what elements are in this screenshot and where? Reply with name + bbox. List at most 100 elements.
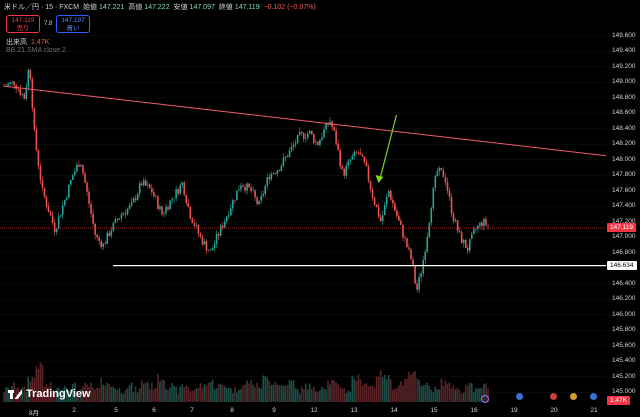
volume-bar xyxy=(157,374,159,402)
candle-body xyxy=(116,219,119,220)
indicator-legend[interactable]: BB 21 SMA close 2 xyxy=(6,47,66,54)
candle-body xyxy=(440,167,443,171)
volume-bar xyxy=(3,392,5,402)
volume-bar xyxy=(179,386,181,402)
volume-bar xyxy=(483,383,485,402)
volume-bar xyxy=(468,382,471,402)
candle-body xyxy=(464,239,467,248)
candle-body xyxy=(161,206,163,215)
candle-body xyxy=(238,189,240,191)
price-tick-label: 148.800 xyxy=(612,93,636,101)
volume-bar xyxy=(195,388,198,402)
volume-bar xyxy=(258,387,260,402)
volume-bar xyxy=(37,368,40,402)
volume-bar xyxy=(242,386,244,402)
candle-body xyxy=(294,143,297,145)
volume-bar xyxy=(98,388,100,402)
volume-bar xyxy=(43,387,46,402)
trendline[interactable] xyxy=(3,85,607,157)
flag-icon[interactable] xyxy=(516,393,523,400)
candle-body xyxy=(45,197,48,207)
volume-bar xyxy=(114,388,117,402)
volume-bar xyxy=(361,385,364,402)
volume-bar xyxy=(41,364,44,402)
volume-bar xyxy=(359,379,362,402)
candle-body xyxy=(136,193,139,200)
volume-bar xyxy=(185,385,188,402)
candle-body xyxy=(428,222,431,238)
candle-body xyxy=(55,228,58,233)
grid-lines xyxy=(0,35,606,393)
volume-bar xyxy=(151,382,153,402)
volume-bar xyxy=(140,380,143,402)
candle-body xyxy=(51,215,54,223)
candle-body xyxy=(456,220,459,231)
time-tick-label: 19 xyxy=(510,407,518,414)
volume-bar xyxy=(244,384,246,402)
candle-body xyxy=(369,180,372,190)
volume-bar xyxy=(138,388,141,402)
candle-body xyxy=(398,215,400,221)
candle-body xyxy=(17,88,19,90)
sell-button[interactable]: 147.119 売り xyxy=(6,15,40,33)
buy-button[interactable]: 147.197 買い xyxy=(56,15,90,33)
candle-body xyxy=(272,173,275,174)
volume-legend[interactable]: 出来高 1.47K xyxy=(6,37,49,47)
candle-body xyxy=(177,189,179,194)
candle-body xyxy=(242,185,244,187)
candle-body xyxy=(215,234,218,244)
volume-bar xyxy=(189,391,192,402)
volume-bar xyxy=(337,383,339,402)
candle-body xyxy=(347,160,350,166)
flag-icon[interactable] xyxy=(570,393,577,400)
volume-bar xyxy=(55,388,58,402)
volume-bar xyxy=(355,380,358,402)
volume-bar xyxy=(325,389,327,402)
candle-body xyxy=(49,212,52,216)
candle-body xyxy=(402,224,404,238)
volume-bar xyxy=(444,380,447,402)
volume-bar xyxy=(120,393,123,402)
candle-body xyxy=(450,196,453,214)
volume-bar xyxy=(197,387,200,402)
candle-body xyxy=(258,200,260,205)
candle-body xyxy=(138,183,141,194)
flag-icon[interactable] xyxy=(550,393,557,400)
candle-body xyxy=(21,94,24,95)
candle-body xyxy=(302,133,305,139)
candle-body xyxy=(246,183,248,191)
candle-body xyxy=(479,222,481,226)
symbol-name[interactable]: 米ドル／円 · 15 · FXCM xyxy=(4,4,80,11)
volume-bar xyxy=(63,386,66,402)
volume-bar xyxy=(35,366,38,402)
volume-bar xyxy=(153,389,155,402)
green-arrow[interactable] xyxy=(375,114,398,183)
candle-body xyxy=(41,180,44,188)
candle-body xyxy=(82,165,84,174)
volume-bar xyxy=(169,387,171,402)
flag-icon[interactable] xyxy=(590,393,597,400)
volume-bar xyxy=(142,383,145,402)
volume-bar xyxy=(61,388,64,402)
volume-bar xyxy=(349,391,352,402)
candle-body xyxy=(416,283,418,290)
volume-bar xyxy=(458,390,461,402)
volume-bar xyxy=(381,377,384,402)
volume-bar xyxy=(487,388,489,402)
candle-body xyxy=(223,221,226,228)
candle-body xyxy=(446,182,449,191)
volume-bar xyxy=(260,388,262,402)
candle-body xyxy=(432,187,435,209)
candle-body xyxy=(195,225,198,226)
candle-body xyxy=(363,156,366,163)
volume-bar xyxy=(272,384,275,402)
price-tick-label: 147.000 xyxy=(612,233,636,241)
candle-body xyxy=(406,238,408,248)
volume-bar xyxy=(110,386,113,402)
volume-bar xyxy=(302,388,305,402)
replay-icon[interactable] xyxy=(481,395,489,403)
tradingview-logo[interactable]: TradingView xyxy=(8,388,91,400)
candle-body xyxy=(106,232,109,244)
volume-bar xyxy=(27,376,30,402)
